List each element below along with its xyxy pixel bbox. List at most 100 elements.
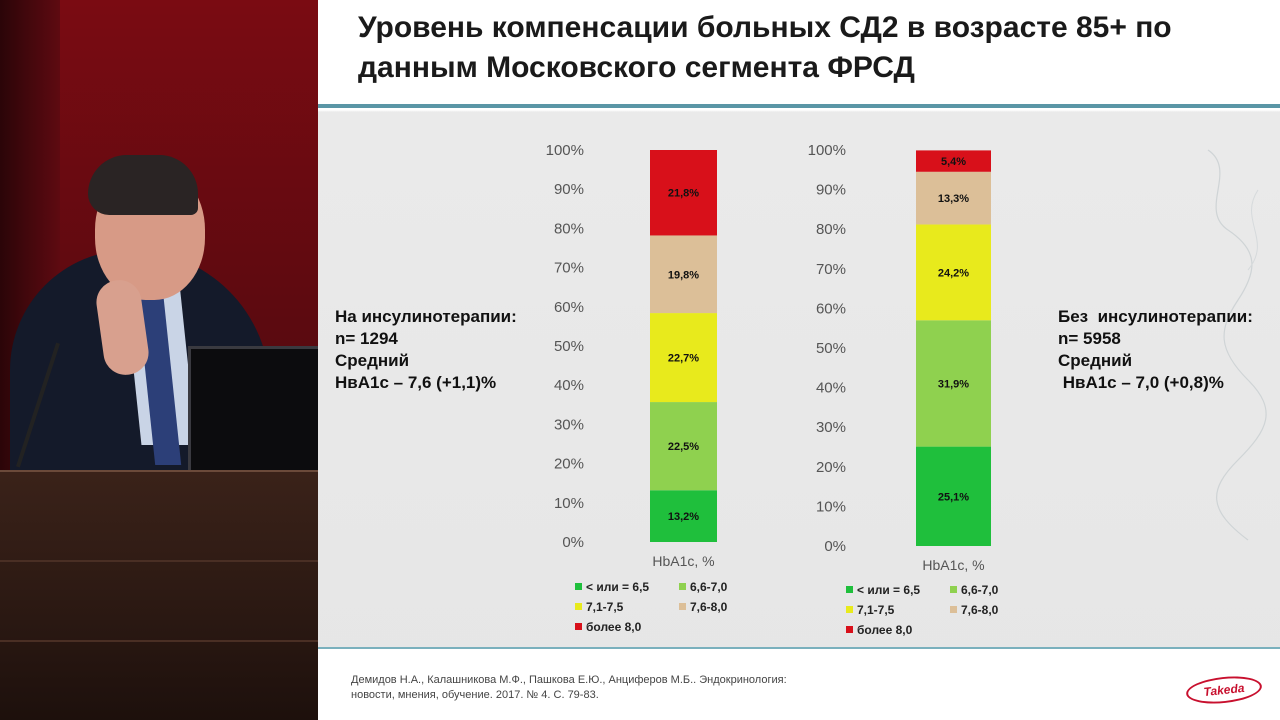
bar-segment	[916, 150, 991, 172]
legend-label: 7,6-8,0	[961, 603, 999, 617]
legend-label: 7,6-8,0	[690, 600, 728, 614]
y-tick-label: 40%	[554, 377, 584, 394]
footer	[318, 649, 1280, 720]
no-insulin-group-info: Без инсулинотерапии: n= 5958 Средний НвА…	[1058, 306, 1253, 394]
legend-item: < или = 6,5	[846, 583, 920, 597]
slide-title-line: Уровень компенсации больных СД2 в возрас…	[358, 11, 1172, 44]
y-tick-label: 70%	[816, 261, 846, 278]
y-tick-label: 70%	[554, 260, 584, 277]
legend-swatch	[846, 606, 853, 613]
legend-item: < или = 6,5	[575, 580, 649, 594]
info-line: n= 5958	[1058, 329, 1121, 348]
speaker-video	[0, 0, 318, 720]
y-tick-label: 50%	[816, 340, 846, 357]
legend-label: 6,6-7,0	[961, 583, 999, 597]
bar-segment	[916, 446, 991, 546]
slide-title-line: данным Московского сегмента ФРСД	[358, 51, 915, 84]
data-label: 25,1%	[938, 491, 969, 503]
bar-segment	[650, 490, 717, 542]
podium-monitor	[188, 346, 318, 482]
y-tick-label: 60%	[554, 299, 584, 316]
data-label: 19,8%	[668, 269, 699, 281]
y-tick-label: 80%	[554, 220, 584, 237]
legend-label: 7,1-7,5	[857, 603, 895, 617]
legend-swatch	[575, 603, 582, 610]
podium-groove	[0, 560, 318, 562]
bar-segment	[916, 171, 991, 225]
y-tick-label: 90%	[554, 181, 584, 198]
presentation-slide: Уровень компенсации больных СД2 в возрас…	[318, 0, 1280, 720]
legend-swatch	[679, 583, 686, 590]
legend-item: более 8,0	[846, 623, 912, 637]
legend-item: 7,6-8,0	[950, 603, 998, 617]
y-tick-label: 30%	[816, 419, 846, 436]
legend-label: < или = 6,5	[586, 580, 650, 594]
bar-segment	[916, 320, 991, 447]
legend-label: < или = 6,5	[857, 583, 921, 597]
bar-segment	[916, 224, 991, 321]
legend-label: 6,6-7,0	[690, 580, 728, 594]
bar-segment	[650, 235, 717, 314]
legend-label: более 8,0	[586, 620, 642, 634]
legend-item: более 8,0	[575, 620, 641, 634]
bar-segment	[650, 313, 717, 403]
citation-line: новости, мнения, обучение. 2017. № 4. С.…	[351, 689, 599, 701]
data-label: 13,2%	[668, 511, 699, 523]
title-divider	[318, 104, 1280, 108]
bar-segment	[650, 150, 717, 236]
y-tick-label: 100%	[546, 142, 584, 159]
legend-swatch	[950, 606, 957, 613]
y-tick-label: 80%	[816, 221, 846, 238]
info-line: НвА1с – 7,0 (+0,8)%	[1058, 373, 1224, 392]
data-label: 24,2%	[938, 267, 969, 279]
y-tick-label: 20%	[554, 456, 584, 473]
citation: Демидов Н.А., Калашникова М.Ф., Пашкова …	[351, 673, 871, 703]
legend-swatch	[575, 583, 582, 590]
y-tick-label: 90%	[816, 182, 846, 199]
legend-swatch	[950, 586, 957, 593]
legend-swatch	[575, 623, 582, 630]
legend-swatch	[846, 586, 853, 593]
info-line: n= 1294	[335, 329, 398, 348]
y-tick-label: 10%	[816, 498, 846, 515]
speaker-hair	[88, 155, 198, 215]
y-tick-label: 50%	[554, 338, 584, 355]
x-category-label: HbA1c, %	[652, 553, 714, 569]
y-tick-label: 0%	[824, 538, 846, 555]
legend-swatch	[679, 603, 686, 610]
legend-item: 7,1-7,5	[575, 600, 623, 614]
legend-item: 6,6-7,0	[679, 580, 727, 594]
podium-groove	[0, 640, 318, 642]
y-tick-label: 0%	[562, 534, 584, 551]
data-label: 5,4%	[941, 156, 966, 168]
bar-segment	[650, 402, 717, 491]
y-tick-label: 30%	[554, 416, 584, 433]
data-label: 22,5%	[668, 441, 699, 453]
info-line: Средний	[335, 351, 410, 370]
slide-title: Уровень компенсации больных СД2 в возрас…	[358, 8, 1258, 88]
info-line: НвА1с – 7,6 (+1,1)%	[335, 373, 497, 392]
y-tick-label: 10%	[554, 495, 584, 512]
insulin-group-info: На инсулинотерапии: n= 1294 Средний НвА1…	[335, 306, 517, 394]
info-line: Средний	[1058, 351, 1133, 370]
y-tick-label: 60%	[816, 300, 846, 317]
citation-line: Демидов Н.А., Калашникова М.Ф., Пашкова …	[351, 674, 787, 686]
footer-divider	[318, 647, 1280, 649]
x-category-label: HbA1c, %	[922, 557, 984, 573]
stacked-bar-charts: 0% 10% 20% 30% 40% 50% 60% 70% 80% 90% 100% 13,2% 22…	[546, 142, 991, 573]
data-label: 21,8%	[668, 188, 699, 200]
legend-item: 7,1-7,5	[846, 603, 894, 617]
legend-label: 7,1-7,5	[586, 600, 624, 614]
legend-item: 7,6-8,0	[679, 600, 727, 614]
data-label: 31,9%	[938, 378, 969, 390]
y-tick-label: 20%	[816, 459, 846, 476]
data-label: 22,7%	[668, 353, 699, 365]
info-line: На инсулинотерапии:	[335, 307, 517, 326]
podium	[0, 472, 318, 720]
y-tick-label: 40%	[816, 380, 846, 397]
data-label: 13,3%	[938, 193, 969, 205]
y-tick-label: 100%	[808, 142, 846, 159]
info-line: Без инсулинотерапии:	[1058, 307, 1253, 326]
legend-label: более 8,0	[857, 623, 913, 637]
decorative-swirl	[1207, 149, 1267, 541]
